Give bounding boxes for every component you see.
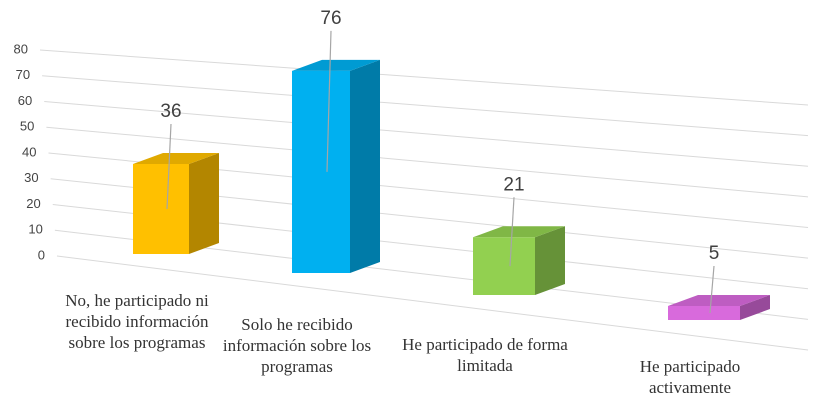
y-tick-label: 60 — [18, 93, 32, 108]
grid-line — [56, 255, 809, 351]
bar — [133, 153, 219, 254]
bar-top — [473, 226, 565, 238]
bar-top — [292, 59, 380, 71]
bar-top — [133, 153, 219, 164]
bar — [668, 295, 770, 320]
data-label: 76 — [320, 8, 341, 29]
grid-line — [39, 49, 809, 106]
bar — [473, 226, 565, 295]
y-tick-label: 80 — [14, 41, 28, 56]
bar-front — [473, 237, 535, 295]
x-tick-label: Solo he recibido información sobre los p… — [222, 315, 372, 376]
data-label: 36 — [160, 101, 181, 122]
y-tick-label: 30 — [24, 170, 38, 185]
y-tick-label: 70 — [16, 67, 30, 82]
bar-side — [535, 226, 565, 295]
data-label: 5 — [709, 243, 720, 264]
bar-side — [740, 295, 770, 320]
x-tick-label: He participado activamente — [639, 357, 741, 397]
y-tick-label: 50 — [20, 119, 34, 134]
leader-line — [166, 123, 172, 210]
data-label: 21 — [503, 174, 524, 195]
leader-line — [709, 265, 715, 314]
leader-line — [509, 197, 515, 267]
bar-front — [292, 70, 350, 273]
y-tick-label: 10 — [28, 222, 42, 237]
grid-line — [46, 126, 809, 198]
leader-line — [326, 30, 332, 172]
y-tick-label: 0 — [38, 247, 45, 262]
bar-side — [189, 153, 219, 254]
grid-line — [44, 101, 809, 167]
y-tick-label: 40 — [22, 144, 36, 159]
bar-top — [668, 295, 770, 306]
bar-side — [350, 59, 380, 274]
x-tick-label: No, he participado ni recibido informaci… — [65, 291, 209, 352]
x-tick-label: He participado de forma limitada — [402, 335, 568, 375]
bar-front — [668, 306, 740, 320]
bar-front — [133, 164, 189, 254]
bar — [292, 59, 380, 274]
grid-line — [42, 75, 809, 137]
y-tick-label: 20 — [26, 196, 40, 211]
